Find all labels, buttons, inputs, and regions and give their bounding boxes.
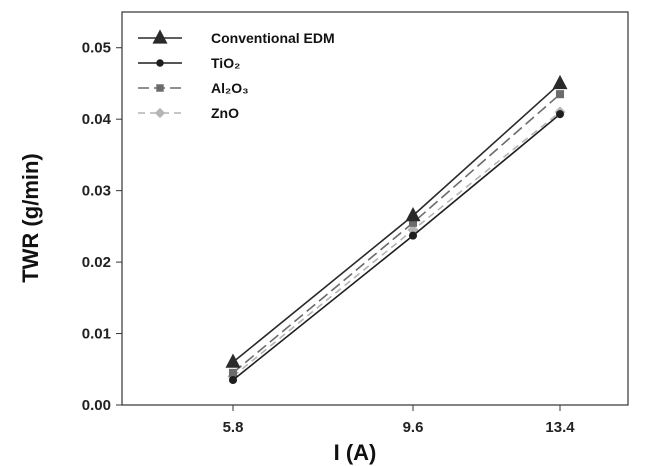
- series-line: [232, 113, 561, 381]
- legend-label: Al₂O₃: [211, 80, 249, 96]
- data-point: [552, 74, 568, 90]
- y-tick-label: 0.00: [82, 397, 111, 414]
- legend-entry: TiO₂: [138, 55, 240, 71]
- legend-marker: [156, 59, 164, 67]
- series-tio-: [228, 110, 565, 385]
- y-axis-title: TWR (g/min): [18, 153, 43, 283]
- legend-marker: [156, 84, 164, 92]
- data-point: [555, 110, 565, 119]
- series-line: [232, 82, 561, 363]
- x-axis-title: I (A): [334, 440, 377, 465]
- data-point: [405, 207, 421, 222]
- legend-label: Conventional EDM: [211, 30, 335, 46]
- legend-marker: [154, 107, 166, 119]
- series-zno: [227, 106, 566, 382]
- x-tick-label: 13.4: [545, 419, 575, 436]
- data-point: [555, 90, 565, 99]
- legend-label: TiO₂: [211, 55, 240, 71]
- data-point: [408, 218, 418, 227]
- y-tick-label: 0.04: [82, 111, 112, 128]
- x-tick-label: 9.6: [403, 419, 424, 436]
- data-point: [407, 224, 419, 236]
- plot-frame: [121, 11, 629, 406]
- y-tick-label: 0.02: [82, 254, 111, 271]
- data-point: [228, 368, 238, 377]
- series-group: [225, 74, 568, 385]
- y-tick-label: 0.03: [82, 183, 111, 200]
- data-point: [225, 353, 241, 368]
- legend-entry: Al₂O₃: [138, 80, 249, 96]
- legend-marker: [152, 29, 168, 44]
- y-tick-label: 0.01: [82, 326, 111, 343]
- y-tick-label: 0.05: [82, 40, 111, 57]
- data-point: [408, 231, 418, 240]
- series-line: [232, 93, 561, 374]
- series-al-o-: [228, 90, 565, 377]
- x-tick-label: 5.8: [223, 419, 244, 436]
- data-point: [228, 375, 238, 385]
- series-conventional-edm: [225, 74, 568, 368]
- axes: 0.00 0.01 0.02 0.03 0.04 0.05 5.8 9.6 13.4: [82, 11, 629, 436]
- legend-label: ZnO: [211, 105, 239, 121]
- legend-entry: ZnO: [138, 105, 239, 121]
- series-line: [232, 111, 561, 378]
- legend-entry: Conventional EDM: [138, 29, 335, 46]
- legend: Conventional EDM TiO₂ Al₂O₃ ZnO: [138, 29, 335, 121]
